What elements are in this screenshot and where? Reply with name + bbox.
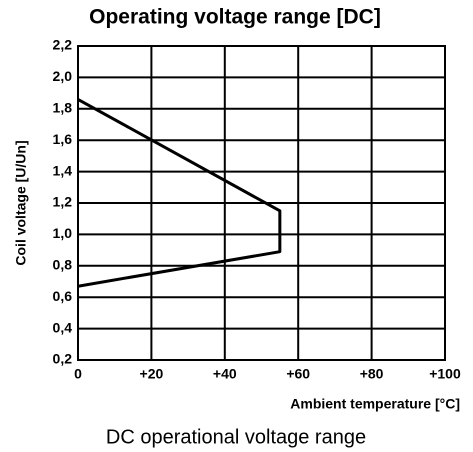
caption: DC operational voltage range [106,426,366,448]
chart-title: Operating voltage range [DC] [89,6,381,29]
x-tick-label: +40 [213,366,237,382]
y-tick-label: 2,2 [53,37,73,53]
y-tick-label: 0,8 [53,257,73,273]
data-line [77,98,282,288]
y-tick-label: 1,4 [53,162,73,178]
x-tick-label: +80 [360,366,384,382]
y-tick-label: 0,6 [53,288,73,304]
x-tick-label: 0 [74,366,82,382]
y-tick-label: 1,2 [53,194,73,210]
y-tick-label: 0,2 [53,351,73,367]
x-tick-label: +60 [286,366,310,382]
y-axis-label: Coil voltage [U/Un] [13,140,29,265]
x-axis-label: Ambient temperature [°C] [290,396,460,412]
y-tick-label: 2,0 [53,68,73,84]
y-tick-label: 1,8 [53,100,73,116]
y-tick-label: 1,0 [53,225,73,241]
x-tick-label: +100 [429,366,461,382]
x-tick-label: +20 [140,366,164,382]
y-tick-label: 1,6 [53,131,73,147]
y-tick-label: 0,4 [53,319,73,335]
